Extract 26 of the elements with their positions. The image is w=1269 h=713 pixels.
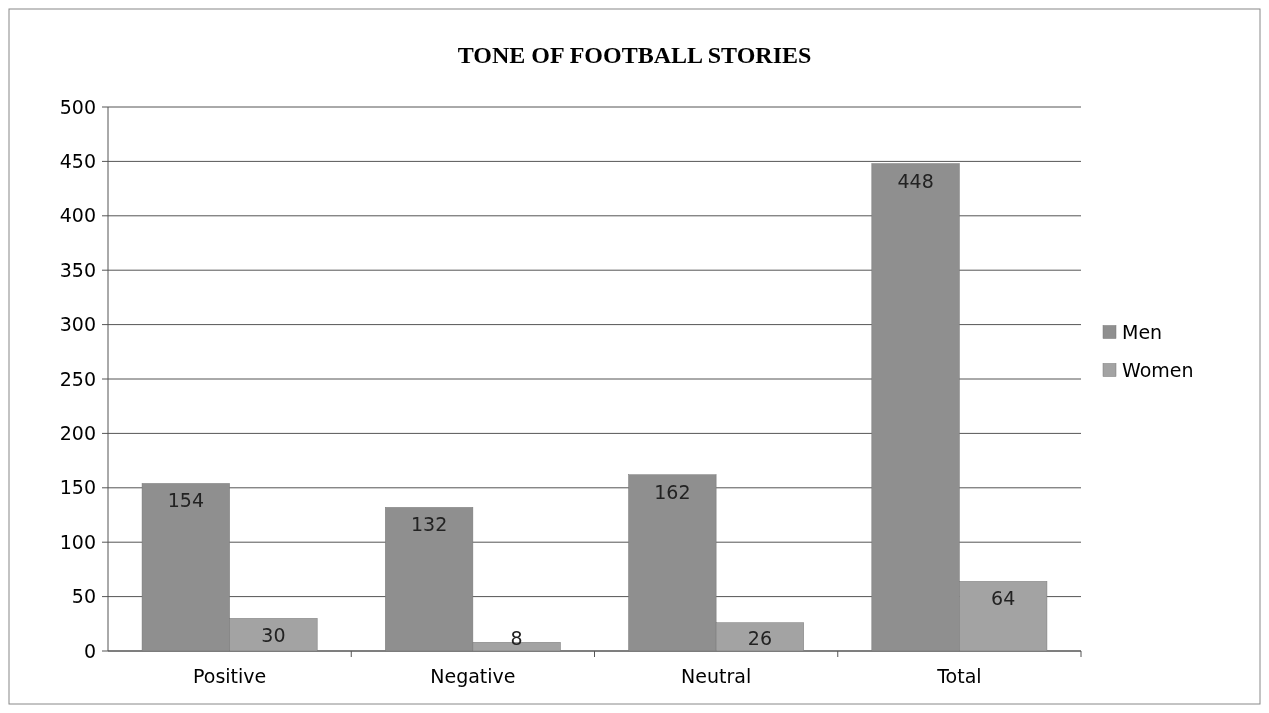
y-tick-label: 250 <box>59 367 96 390</box>
data-label: 162 <box>654 480 691 503</box>
legend-label: Men <box>1122 321 1163 344</box>
y-tick-label: 400 <box>59 204 96 227</box>
y-tick-label: 500 <box>59 95 96 118</box>
data-label: 26 <box>747 627 772 649</box>
legend-label: Women <box>1122 359 1194 382</box>
data-label: 8 <box>510 627 523 649</box>
y-tick-label: 100 <box>59 530 96 553</box>
data-label: 30 <box>261 624 286 647</box>
data-label: 448 <box>897 169 934 192</box>
x-tick-label: Positive <box>193 665 267 687</box>
y-tick-label: 350 <box>59 258 96 281</box>
y-tick-label: 50 <box>71 585 96 608</box>
y-tick-label: 300 <box>59 313 96 336</box>
y-tick-label: 150 <box>59 476 96 499</box>
y-tick-label: 450 <box>59 150 96 173</box>
data-label: 64 <box>991 587 1016 610</box>
chart-title: TONE OF FOOTBALL STORIES <box>457 42 812 68</box>
y-tick-label: 200 <box>59 422 96 445</box>
x-tick-label: Neutral <box>681 665 752 687</box>
x-tick-label: Total <box>936 665 982 687</box>
x-tick-label: Negative <box>430 665 516 687</box>
data-label: 132 <box>410 513 448 536</box>
y-tick-label: 0 <box>83 639 96 662</box>
data-label: 154 <box>167 489 204 512</box>
